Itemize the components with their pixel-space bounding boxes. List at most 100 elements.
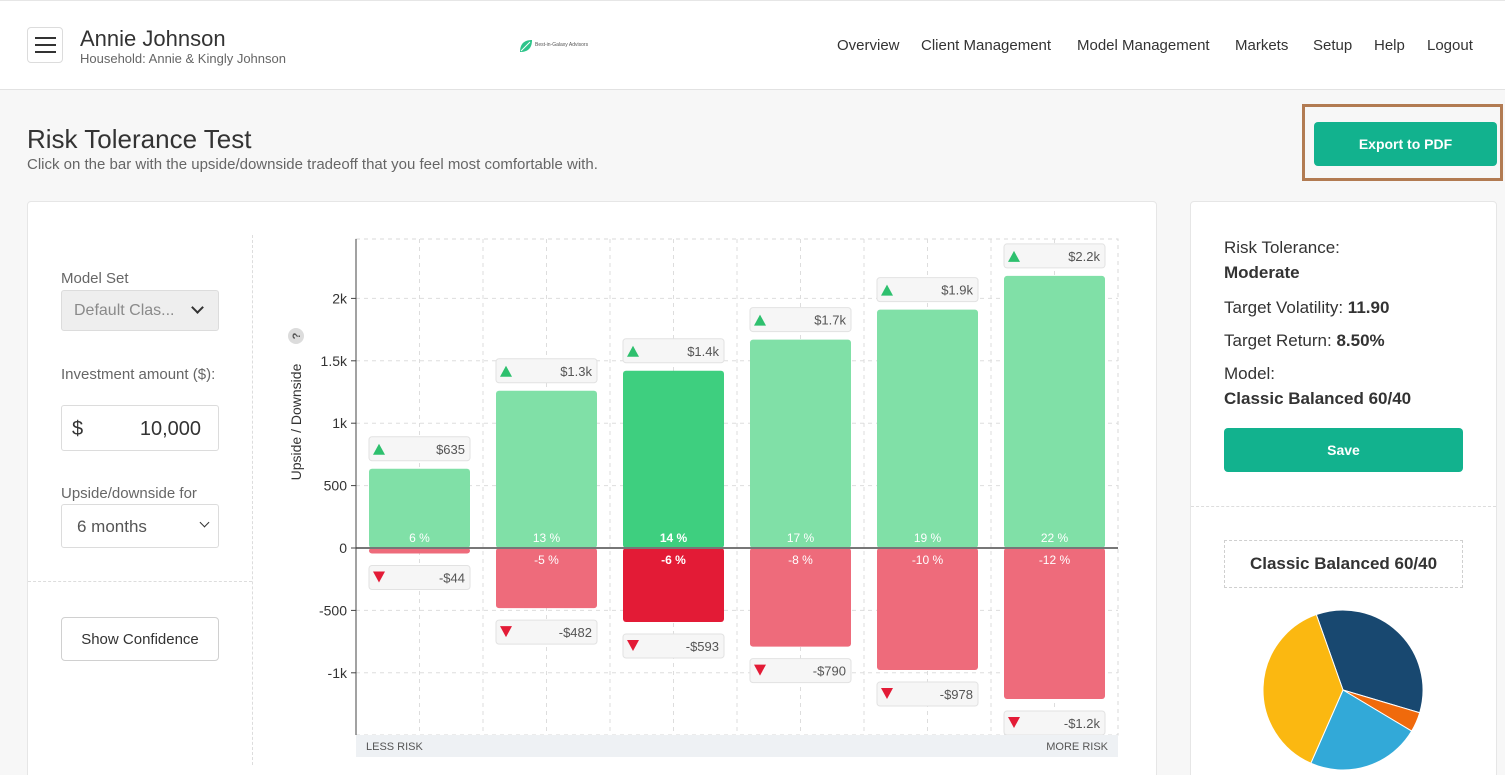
pie-title: Classic Balanced 60/40 — [1224, 540, 1463, 588]
leaf-logo-icon — [520, 40, 532, 52]
nav-model-management[interactable]: Model Management — [1077, 37, 1210, 54]
upside-bar[interactable] — [623, 370, 724, 548]
target-return-label: Target Return: — [1224, 331, 1332, 350]
triangle-down-icon — [1008, 717, 1020, 729]
nav-markets[interactable]: Markets — [1235, 37, 1289, 54]
summary-separator — [1191, 506, 1496, 507]
nav-logout[interactable]: Logout — [1427, 37, 1473, 54]
y-tick-label: -500 — [319, 602, 347, 618]
upside-value-label: $635 — [436, 442, 465, 457]
downside-value-badge — [749, 658, 852, 684]
show-confidence-button[interactable]: Show Confidence — [61, 617, 219, 661]
triangle-down-icon — [373, 571, 385, 583]
triangle-up-icon — [881, 284, 893, 296]
downside-percent-label: -6 % — [661, 553, 686, 567]
page-title: Risk Tolerance Test — [27, 124, 252, 154]
upside-percent-label: 14 % — [660, 531, 688, 545]
pie-slice — [1315, 609, 1424, 714]
model-set-select[interactable]: Default Clas... — [61, 290, 219, 331]
controls-divider — [252, 235, 253, 765]
nav-client-management[interactable]: Client Management — [921, 37, 1052, 54]
y-tick-label: -1k — [328, 665, 348, 681]
downside-value-badge — [622, 633, 725, 659]
export-highlight-frame — [1302, 104, 1503, 181]
upside-bar[interactable] — [1004, 275, 1105, 548]
less-risk-label: LESS RISK — [366, 741, 424, 753]
upside-value-badge — [876, 277, 979, 303]
upside-value-badge — [368, 436, 471, 462]
upside-value-badge — [495, 358, 598, 384]
company-logo[interactable]: Best-in-Galaxy Advisors — [518, 38, 598, 54]
upside-value-badge — [622, 338, 725, 364]
menu-icon[interactable] — [27, 27, 63, 63]
y-tick-label: 500 — [324, 478, 348, 494]
downside-value-label: -$482 — [559, 625, 592, 640]
investment-label: Investment amount ($): — [61, 366, 216, 383]
triangle-up-icon — [754, 314, 766, 326]
triangle-down-icon — [627, 640, 639, 652]
triangle-up-icon — [373, 443, 385, 455]
downside-value-badge — [495, 619, 598, 645]
nav-overview[interactable]: Overview — [837, 37, 900, 54]
page-subtitle: Click on the bar with the upside/downsid… — [27, 156, 598, 173]
nav-setup[interactable]: Setup — [1313, 37, 1353, 54]
help-icon-glyph: ? — [291, 332, 303, 339]
downside-value-badge — [368, 564, 471, 590]
downside-bar[interactable] — [877, 548, 978, 671]
upside-downside-chart[interactable]: -1k -500 0 500 1k 1.5k 2k 6 % $635 -$44 13 % -5 % $1… — [288, 238, 1119, 757]
investment-amount-input[interactable]: $ 10,000 — [61, 405, 219, 451]
triangle-up-icon — [627, 345, 639, 357]
downside-bar[interactable] — [1004, 548, 1105, 700]
risk-tolerance-label: Risk Tolerance: — [1224, 238, 1340, 257]
upside-value-label: $1.3k — [560, 364, 592, 379]
logo-text: Best-in-Galaxy Advisors — [535, 42, 589, 48]
target-volatility-value: 11.90 — [1347, 298, 1390, 317]
upside-bar[interactable] — [369, 468, 470, 548]
target-volatility-label: Target Volatility: — [1224, 298, 1344, 317]
save-button[interactable]: Save — [1224, 428, 1463, 472]
upside-value-label: $1.7k — [814, 313, 846, 328]
downside-value-label: -$593 — [686, 639, 719, 654]
household-label: Household: Annie & Kingly Johnson — [80, 51, 286, 66]
nav-help[interactable]: Help — [1374, 37, 1405, 54]
period-select[interactable]: 6 months — [61, 504, 219, 548]
export-to-pdf-button[interactable]: Export to PDF — [1314, 122, 1497, 166]
top-navbar: Annie Johnson Household: Annie & Kingly … — [0, 0, 1505, 90]
downside-bar[interactable] — [496, 548, 597, 609]
triangle-up-icon — [500, 365, 512, 377]
y-tick-label: 2k — [332, 290, 348, 306]
client-name: Annie Johnson — [80, 26, 226, 51]
more-risk-label: MORE RISK — [1046, 741, 1108, 753]
triangle-down-icon — [500, 626, 512, 638]
downside-value-label: -$978 — [940, 687, 973, 702]
help-icon[interactable] — [288, 328, 304, 344]
triangle-up-icon — [1008, 250, 1020, 262]
controls-separator — [28, 581, 252, 582]
upside-percent-label: 6 % — [409, 531, 430, 545]
upside-bar[interactable] — [750, 339, 851, 548]
upside-bar[interactable] — [877, 309, 978, 548]
upside-value-label: $1.9k — [941, 283, 973, 298]
target-return: Target Return: 8.50% — [1224, 331, 1385, 351]
downside-bar[interactable] — [750, 548, 851, 647]
downside-value-label: -$1.2k — [1064, 716, 1101, 731]
downside-bar[interactable] — [623, 548, 724, 623]
downside-percent-label: -12 % — [1039, 553, 1071, 567]
y-axis-title: Upside / Downside — [288, 363, 304, 480]
model-value: Classic Balanced 60/40 — [1224, 389, 1412, 408]
y-tick-label: 0 — [339, 540, 347, 556]
period-label: Upside/downside for — [61, 485, 197, 502]
upside-bar[interactable] — [496, 390, 597, 548]
downside-value-label: -$790 — [813, 664, 846, 679]
downside-bar[interactable] — [369, 548, 470, 554]
currency-symbol: $ — [72, 418, 84, 440]
upside-percent-label: 13 % — [533, 531, 561, 545]
upside-value-label: $2.2k — [1068, 249, 1100, 264]
upside-value-label: $1.4k — [687, 344, 719, 359]
risk-tolerance-value: Moderate — [1224, 263, 1300, 282]
investment-amount-value: 10,000 — [139, 418, 201, 440]
downside-value-label: -$44 — [439, 570, 465, 585]
pie-slice — [1310, 689, 1413, 771]
downside-value-badge — [876, 681, 979, 707]
upside-value-badge — [1003, 243, 1106, 269]
